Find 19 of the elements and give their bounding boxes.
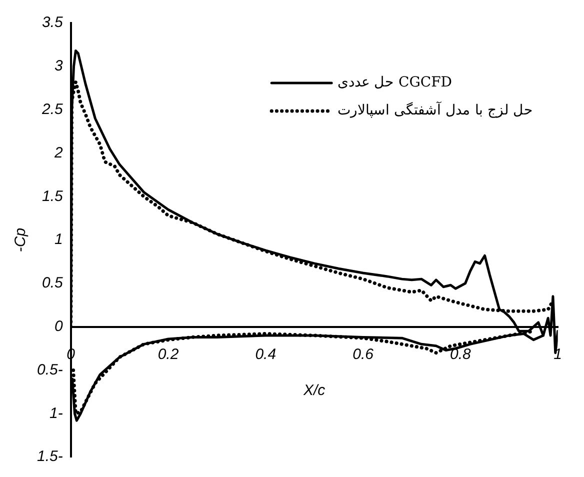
y-axis-title: -Cp — [12, 228, 30, 252]
x-tick-label: 0.6 — [352, 346, 374, 363]
x-tick-label: 1 — [554, 346, 562, 363]
x-axis-title: X/c — [302, 382, 326, 399]
legend-label: حل لزج با مدل آشفتگی اسپالارت — [338, 100, 533, 119]
y-tick-label: 2.5 — [40, 100, 64, 118]
y-tick-label: 0.5 — [42, 274, 64, 292]
y-tick-label: 0 — [54, 318, 64, 335]
y-tick-label: 1.5 — [42, 188, 64, 205]
y-tick-label: 3 — [54, 58, 64, 75]
y-tick-label: 1- — [50, 404, 63, 422]
y-tick-label: 3.5 — [42, 14, 64, 32]
legend-label: حل عددی CGCFD — [338, 74, 452, 91]
x-tick-label: 0.4 — [255, 346, 276, 363]
x-tick-label: 0.2 — [158, 346, 180, 363]
y-tick-label: 0.5- — [36, 361, 63, 378]
y-tick-label: 1.5- — [36, 448, 63, 466]
y-tick-label: 1 — [54, 231, 63, 248]
y-tick-label: 2 — [54, 144, 64, 162]
